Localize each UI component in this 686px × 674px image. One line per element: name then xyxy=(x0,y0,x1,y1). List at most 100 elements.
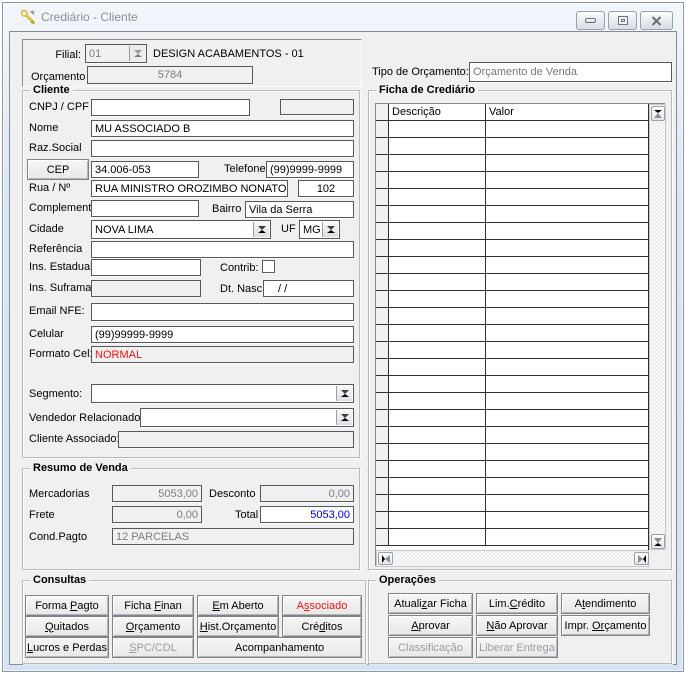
table-row[interactable] xyxy=(376,359,648,376)
impr-orcamento-button[interactable]: Impr. Or çamento xyxy=(561,615,650,636)
cell-descricao[interactable] xyxy=(389,325,486,342)
cell-valor[interactable] xyxy=(486,359,648,376)
cell-valor[interactable] xyxy=(486,155,648,172)
row-selector[interactable] xyxy=(376,274,389,291)
tipo-orcamento-field[interactable]: Orçamento de Venda xyxy=(469,62,672,82)
table-row[interactable] xyxy=(376,257,648,274)
cell-descricao[interactable] xyxy=(389,223,486,240)
cell-valor[interactable] xyxy=(486,138,648,155)
cell-valor[interactable] xyxy=(486,325,648,342)
cell-descricao[interactable] xyxy=(389,512,486,529)
chevron-down-icon[interactable] xyxy=(322,222,338,237)
table-row[interactable] xyxy=(376,427,648,444)
row-selector[interactable] xyxy=(376,240,389,257)
row-selector[interactable] xyxy=(376,308,389,325)
referencia-field[interactable] xyxy=(91,241,354,258)
cell-descricao[interactable] xyxy=(389,461,486,478)
table-row[interactable] xyxy=(376,121,648,138)
row-selector[interactable] xyxy=(376,257,389,274)
close-button[interactable] xyxy=(640,11,673,30)
cell-valor[interactable] xyxy=(486,172,648,189)
cell-descricao[interactable] xyxy=(389,342,486,359)
table-row[interactable] xyxy=(376,376,648,393)
row-selector[interactable] xyxy=(376,376,389,393)
cell-valor[interactable] xyxy=(486,495,648,512)
cell-valor[interactable] xyxy=(486,206,648,223)
row-selector[interactable] xyxy=(376,325,389,342)
cep-button[interactable]: CEP xyxy=(27,159,89,180)
cell-descricao[interactable] xyxy=(389,308,486,325)
creditos-button[interactable]: Cré d itos xyxy=(282,616,362,637)
table-row[interactable] xyxy=(376,529,648,546)
cell-valor[interactable] xyxy=(486,427,648,444)
cell-descricao[interactable] xyxy=(389,444,486,461)
nome-field[interactable]: MU ASSOCIADO B xyxy=(91,120,354,137)
header-descricao[interactable]: Descrição xyxy=(389,104,486,121)
cell-valor[interactable] xyxy=(486,308,648,325)
row-selector[interactable] xyxy=(376,206,389,223)
cell-valor[interactable] xyxy=(486,393,648,410)
cell-descricao[interactable] xyxy=(389,189,486,206)
cell-valor[interactable] xyxy=(486,410,648,427)
cell-valor[interactable] xyxy=(486,257,648,274)
cliente-associado-field[interactable] xyxy=(118,431,354,448)
row-selector[interactable] xyxy=(376,121,389,138)
cell-valor[interactable] xyxy=(486,291,648,308)
uf-combobox[interactable]: MG xyxy=(299,220,340,239)
scroll-right-button[interactable] xyxy=(634,552,649,565)
cell-descricao[interactable] xyxy=(389,529,486,546)
cell-valor[interactable] xyxy=(486,478,648,495)
frete-field[interactable]: 0,00 xyxy=(112,506,202,523)
cell-valor[interactable] xyxy=(486,444,648,461)
cell-valor[interactable] xyxy=(486,240,648,257)
cell-descricao[interactable] xyxy=(389,478,486,495)
cell-descricao[interactable] xyxy=(389,291,486,308)
cell-descricao[interactable] xyxy=(389,155,486,172)
row-selector[interactable] xyxy=(376,529,389,546)
total-field[interactable]: 5053,00 xyxy=(260,506,354,523)
ins-suframa-field[interactable] xyxy=(91,280,201,297)
table-row[interactable] xyxy=(376,206,648,223)
row-selector[interactable] xyxy=(376,359,389,376)
cell-descricao[interactable] xyxy=(389,240,486,257)
cell-valor[interactable] xyxy=(486,461,648,478)
table-row[interactable] xyxy=(376,155,648,172)
table-row[interactable] xyxy=(376,342,648,359)
vertical-scrollbar[interactable] xyxy=(649,104,666,550)
atualizar-ficha-button[interactable]: Atuali z ar Ficha xyxy=(388,593,473,614)
segmento-combobox[interactable] xyxy=(91,384,354,403)
table-row[interactable] xyxy=(376,172,648,189)
table-row[interactable] xyxy=(376,444,648,461)
table-row[interactable] xyxy=(376,240,648,257)
desconto-field[interactable]: 0,00 xyxy=(260,485,354,502)
cell-valor[interactable] xyxy=(486,342,648,359)
cell-valor[interactable] xyxy=(486,189,648,206)
row-selector[interactable] xyxy=(376,427,389,444)
row-selector[interactable] xyxy=(376,512,389,529)
table-row[interactable] xyxy=(376,223,648,240)
row-selector[interactable] xyxy=(376,155,389,172)
table-row[interactable] xyxy=(376,495,648,512)
condpagto-field[interactable]: 12 PARCELAS xyxy=(112,528,354,545)
scroll-left-button[interactable] xyxy=(378,552,393,565)
cell-descricao[interactable] xyxy=(389,393,486,410)
minimize-button[interactable] xyxy=(576,11,605,30)
cell-descricao[interactable] xyxy=(389,138,486,155)
rua-field[interactable]: RUA MINISTRO OROZIMBO NONATO xyxy=(91,180,288,197)
cell-descricao[interactable] xyxy=(389,376,486,393)
table-row[interactable] xyxy=(376,325,648,342)
maximize-button[interactable] xyxy=(608,11,637,30)
table-row[interactable] xyxy=(376,308,648,325)
bairro-field[interactable]: Vila da Serra xyxy=(245,201,354,218)
cell-descricao[interactable] xyxy=(389,427,486,444)
table-row[interactable] xyxy=(376,138,648,155)
